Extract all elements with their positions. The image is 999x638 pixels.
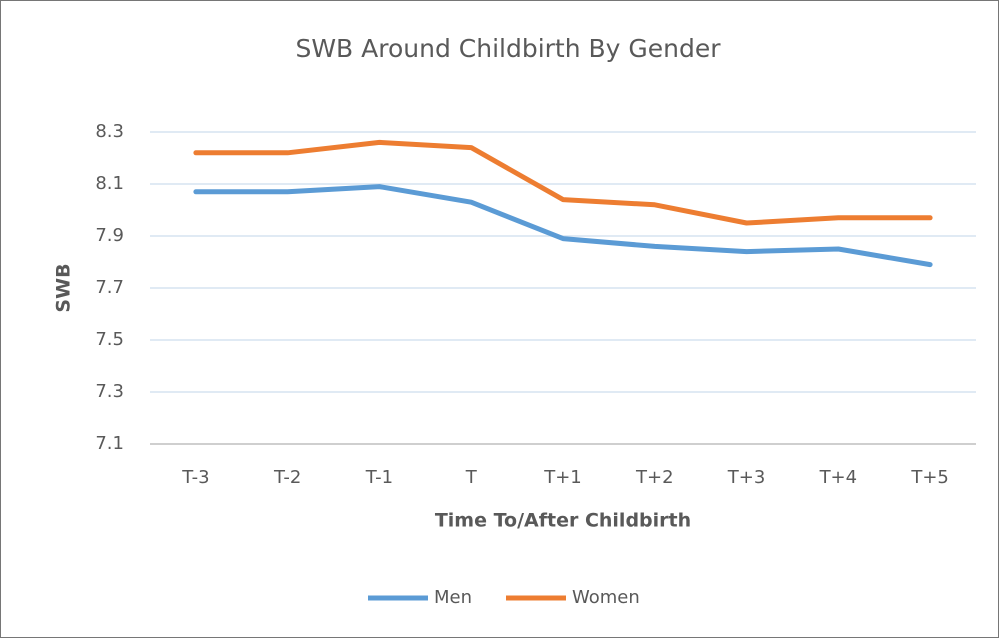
x-axis-label: Time To/After Childbirth — [435, 510, 691, 532]
x-tick-label: T-2 — [273, 467, 301, 488]
chart-title: SWB Around Childbirth By Gender — [295, 34, 721, 63]
x-tick-label: T+4 — [819, 467, 858, 488]
y-tick-label: 7.3 — [95, 381, 124, 402]
y-tick-label: 8.3 — [95, 121, 124, 142]
y-tick-label: 7.5 — [95, 329, 124, 350]
legend-label: Women — [572, 587, 640, 608]
line-series — [193, 184, 933, 268]
y-tick-label: 7.7 — [95, 277, 124, 298]
y-tick-label: 7.9 — [95, 225, 124, 246]
x-tick-label: T-1 — [365, 467, 393, 488]
x-tick-label: T+2 — [635, 467, 674, 488]
line-series — [193, 139, 933, 226]
x-tick-label: T+3 — [727, 467, 766, 488]
y-axis-label: SWB — [53, 263, 75, 312]
x-tick-label: T+5 — [910, 467, 949, 488]
y-tick-label: 8.1 — [95, 173, 124, 194]
x-tick-label: T-3 — [181, 467, 209, 488]
legend-label: Men — [434, 587, 472, 608]
x-tick-label: T+1 — [543, 467, 582, 488]
x-tick-label: T — [465, 467, 478, 488]
y-tick-label: 7.1 — [95, 433, 124, 454]
